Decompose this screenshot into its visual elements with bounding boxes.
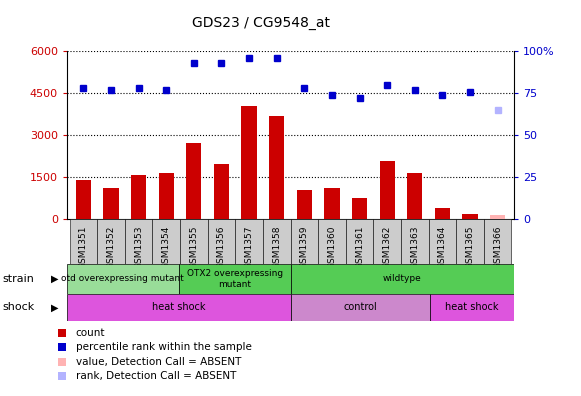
Bar	[290, 219, 318, 264]
Text: GSM1358: GSM1358	[272, 225, 281, 269]
Bar	[462, 214, 478, 219]
Bar	[125, 219, 152, 264]
Text: control: control	[343, 302, 377, 312]
Text: GSM1359: GSM1359	[300, 225, 309, 269]
Bar	[429, 219, 456, 264]
Text: GSM1354: GSM1354	[162, 225, 171, 269]
Text: rank, Detection Call = ABSENT: rank, Detection Call = ABSENT	[76, 371, 236, 381]
Text: GSM1362: GSM1362	[383, 225, 392, 269]
Bar	[269, 116, 284, 219]
Text: GDS23 / CG9548_at: GDS23 / CG9548_at	[192, 16, 331, 30]
Bar	[379, 162, 394, 219]
Text: GSM1361: GSM1361	[355, 225, 364, 269]
Text: GSM1351: GSM1351	[79, 225, 88, 269]
Bar	[324, 188, 339, 219]
Text: GSM1363: GSM1363	[410, 225, 419, 269]
Bar	[435, 208, 450, 219]
Bar	[290, 264, 514, 294]
Bar	[179, 264, 290, 294]
Bar	[346, 219, 374, 264]
Text: count: count	[76, 328, 105, 338]
Bar	[242, 106, 257, 219]
Bar	[297, 190, 312, 219]
Text: wildtype: wildtype	[383, 274, 422, 284]
Text: ▶: ▶	[51, 302, 58, 312]
Text: GSM1366: GSM1366	[493, 225, 502, 269]
Bar	[187, 143, 202, 219]
Bar	[318, 219, 346, 264]
Text: GSM1360: GSM1360	[328, 225, 336, 269]
Bar	[76, 180, 91, 219]
Text: GSM1365: GSM1365	[465, 225, 475, 269]
Bar	[159, 173, 174, 219]
Text: value, Detection Call = ABSENT: value, Detection Call = ABSENT	[76, 357, 241, 367]
Text: GSM1353: GSM1353	[134, 225, 143, 269]
Bar	[352, 198, 367, 219]
Bar	[456, 219, 484, 264]
Text: ▶: ▶	[51, 274, 58, 284]
Bar	[207, 219, 235, 264]
Bar	[97, 219, 125, 264]
Bar	[431, 294, 514, 321]
Bar	[235, 219, 263, 264]
Bar	[214, 164, 229, 219]
Text: heat shock: heat shock	[152, 302, 206, 312]
Bar	[180, 219, 207, 264]
Text: GSM1364: GSM1364	[438, 225, 447, 269]
Text: shock: shock	[3, 302, 35, 312]
Text: GSM1355: GSM1355	[189, 225, 198, 269]
Bar	[401, 219, 429, 264]
Bar	[67, 264, 179, 294]
Text: OTX2 overexpressing
mutant: OTX2 overexpressing mutant	[187, 269, 282, 289]
Bar	[67, 294, 290, 321]
Bar	[152, 219, 180, 264]
Bar	[131, 175, 146, 219]
Text: percentile rank within the sample: percentile rank within the sample	[76, 343, 252, 352]
Bar	[374, 219, 401, 264]
Bar	[70, 219, 97, 264]
Bar	[484, 219, 511, 264]
Bar	[407, 173, 422, 219]
Text: GSM1356: GSM1356	[217, 225, 226, 269]
Text: otd overexpressing mutant: otd overexpressing mutant	[62, 274, 184, 284]
Bar	[290, 294, 431, 321]
Text: strain: strain	[3, 274, 35, 284]
Bar	[103, 188, 119, 219]
Bar	[263, 219, 290, 264]
Bar	[490, 215, 505, 219]
Text: GSM1357: GSM1357	[245, 225, 253, 269]
Text: GSM1352: GSM1352	[106, 225, 116, 269]
Text: heat shock: heat shock	[446, 302, 499, 312]
